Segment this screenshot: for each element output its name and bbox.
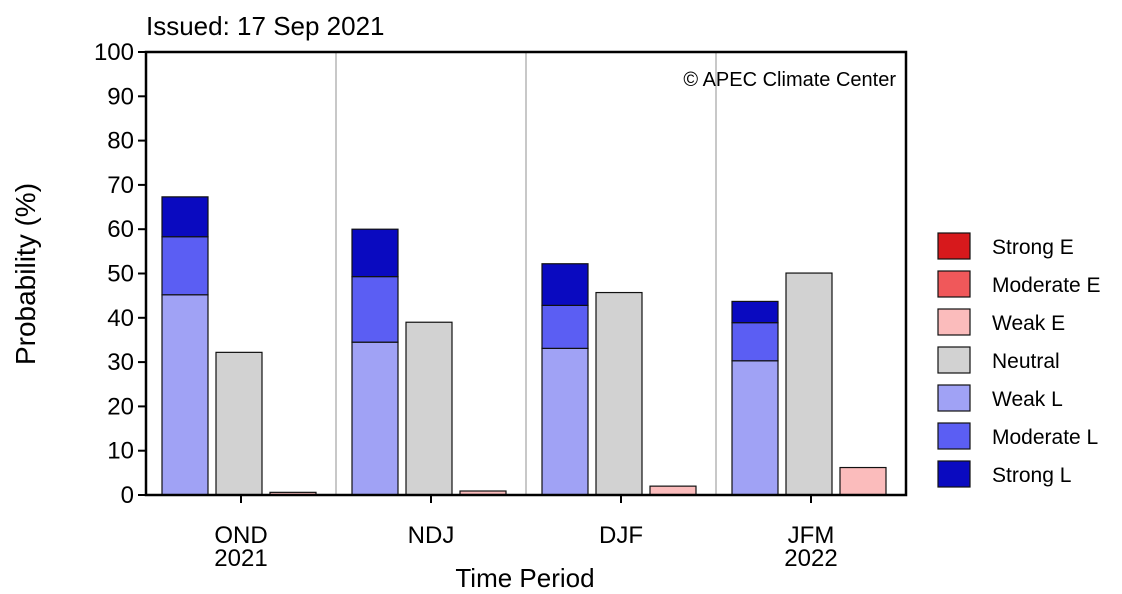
legend-label: Moderate E [992, 274, 1101, 297]
legend-label: Strong L [992, 464, 1071, 487]
bar-strong-l [161, 196, 209, 238]
bar-neutral [785, 272, 833, 496]
bar-neutral [405, 321, 453, 496]
copyright-label: © APEC Climate Center [683, 69, 896, 91]
issued-date: Issued: 17 Sep 2021 [146, 11, 385, 41]
x-tick-label: DJF [599, 522, 643, 549]
bar-weak-l [731, 360, 779, 496]
y-axis-label: Probability (%) [10, 183, 41, 365]
legend-swatch-weak-e [937, 308, 971, 336]
y-tick-label: 0 [121, 482, 134, 509]
bar-moderate-l [161, 236, 209, 296]
bar-neutral [215, 351, 263, 496]
bar-weak-l [161, 294, 209, 496]
bar-strong-l [541, 263, 589, 306]
legend-swatch-strong-e [937, 232, 971, 260]
bar-weak-e [839, 466, 887, 496]
x-tick-label: NDJ [408, 522, 455, 549]
legend-label: Moderate L [992, 426, 1098, 449]
y-tick-label: 40 [107, 305, 134, 332]
bar-weak-l [541, 347, 589, 496]
y-tick-label: 60 [107, 216, 134, 243]
y-tick-label: 30 [107, 349, 134, 376]
y-tick-label: 90 [107, 83, 134, 110]
y-tick-label: 20 [107, 393, 134, 420]
x-tick-label: JFM [788, 522, 835, 549]
legend-label: Weak E [992, 312, 1065, 335]
y-tick-label: 10 [107, 438, 134, 465]
x-tick-label: OND [214, 522, 267, 549]
legend-label: Neutral [992, 350, 1060, 373]
legend-label: Weak L [992, 388, 1063, 411]
y-tick-label: 100 [94, 39, 134, 66]
bar-strong-l [731, 300, 779, 324]
bar-weak-e [649, 485, 697, 496]
plot-frame [144, 50, 908, 497]
bar-moderate-l [351, 276, 399, 343]
bar-neutral [595, 291, 643, 496]
y-tick-label: 50 [107, 261, 134, 288]
bar-moderate-l [731, 322, 779, 362]
y-tick-label: 70 [107, 172, 134, 199]
x-tick-label-year: 2022 [784, 545, 837, 572]
legend: Strong E Moderate E Weak E Neutral Weak L Mod… [937, 232, 1101, 488]
legend-swatch-strong-l [937, 460, 971, 488]
legend-swatch-moderate-e [937, 270, 971, 298]
x-tick-label-year: 2021 [214, 545, 267, 572]
x-axis-label: Time Period [455, 563, 594, 593]
y-tick-label: 80 [107, 128, 134, 155]
legend-swatch-moderate-l [937, 422, 971, 450]
bar-weak-l [351, 341, 399, 496]
bar-moderate-l [541, 304, 589, 349]
legend-swatch-neutral [937, 346, 971, 374]
legend-label: Strong E [992, 236, 1074, 259]
legend-swatch-weak-l [937, 384, 971, 412]
bar-strong-l [351, 228, 399, 278]
